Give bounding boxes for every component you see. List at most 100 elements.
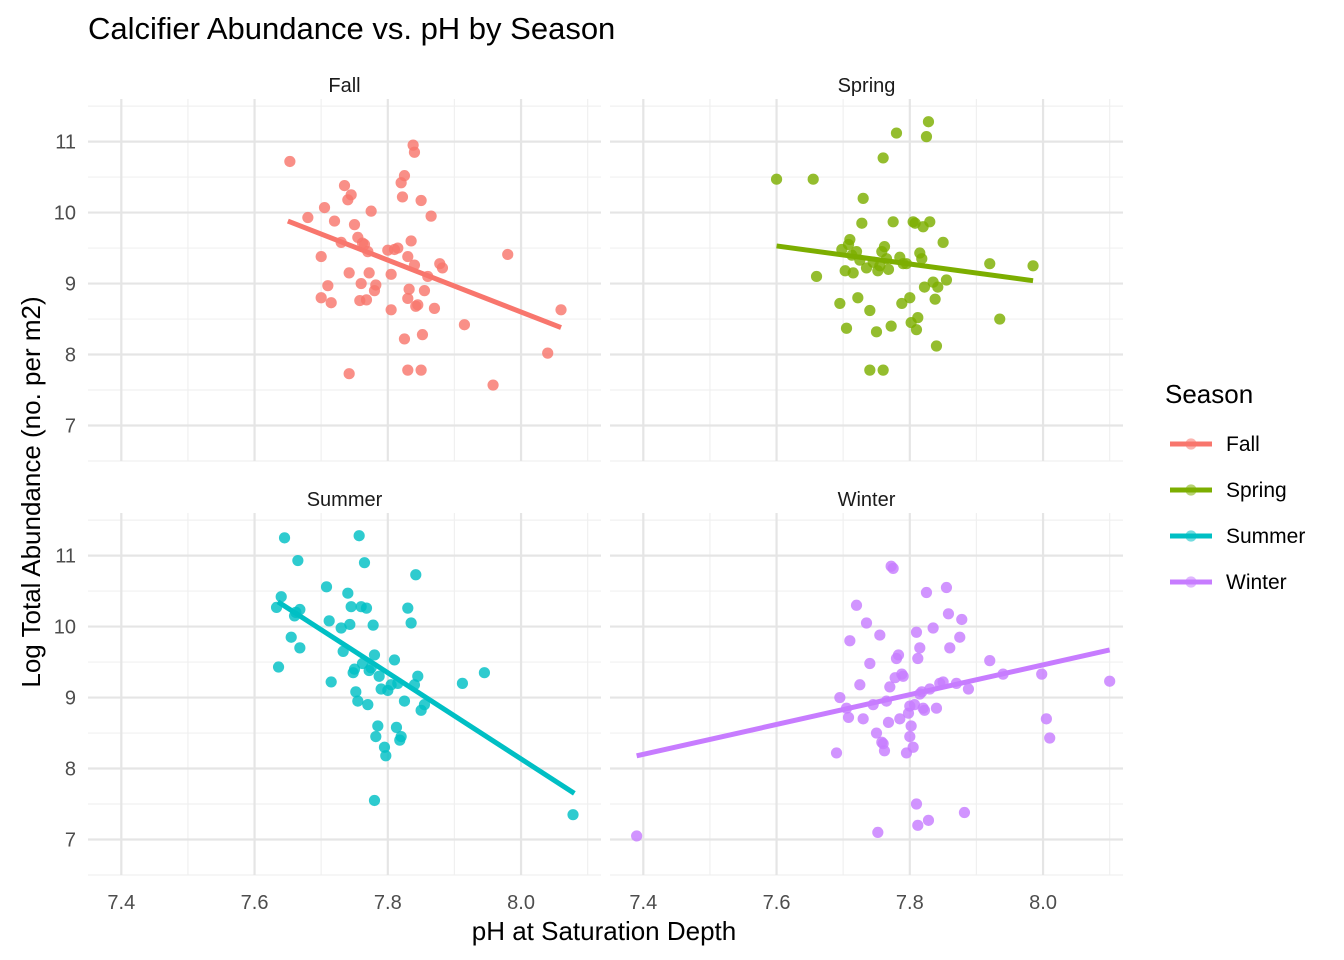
data-point-fall xyxy=(322,280,334,292)
y-tick-label: 7 xyxy=(65,416,76,438)
data-point-fall xyxy=(396,191,409,203)
data-point-spring xyxy=(929,293,941,305)
data-point-summer xyxy=(350,686,362,698)
data-point-spring xyxy=(916,253,928,265)
data-point-fall xyxy=(315,292,327,304)
data-point-spring xyxy=(864,364,876,376)
data-point-summer xyxy=(362,699,374,711)
data-point-summer xyxy=(378,741,391,753)
data-point-summer xyxy=(567,809,579,821)
data-point-fall xyxy=(408,146,421,158)
x-tick-label: 7.6 xyxy=(763,892,791,914)
data-point-summer xyxy=(412,670,424,682)
data-point-winter xyxy=(887,562,899,574)
data-point-winter xyxy=(894,713,906,725)
x-tick-label: 7.4 xyxy=(107,892,135,914)
data-point-spring xyxy=(807,173,819,185)
facet-label-fall: Fall xyxy=(328,75,360,97)
data-point-summer xyxy=(380,750,392,762)
data-point-fall xyxy=(370,279,382,291)
data-point-winter xyxy=(870,727,883,739)
panel-summer: Summer 7 8 9 10 11 7.4 7.6 7.8 8.0 xyxy=(54,489,601,914)
data-point-summer xyxy=(398,695,411,707)
data-point-winter xyxy=(944,642,956,654)
data-point-winter xyxy=(922,814,935,826)
data-point-winter xyxy=(850,599,863,611)
data-point-fall xyxy=(325,297,337,309)
data-point-fall xyxy=(458,319,471,331)
data-point-winter xyxy=(878,745,891,757)
data-point-winter xyxy=(910,798,923,810)
trend-line-summer xyxy=(276,599,576,796)
data-point-summer xyxy=(456,677,469,689)
data-point-fall xyxy=(398,170,411,182)
data-point-spring xyxy=(877,152,889,164)
data-point-winter xyxy=(1104,675,1116,687)
data-point-summer xyxy=(285,631,297,643)
data-point-spring xyxy=(852,292,864,304)
data-point-winter xyxy=(631,830,643,842)
data-point-winter xyxy=(1040,713,1052,725)
data-point-winter xyxy=(844,635,856,647)
data-point-fall xyxy=(348,219,361,231)
data-point-winter xyxy=(897,670,909,682)
data-point-fall xyxy=(398,333,411,345)
legend-title: Season xyxy=(1165,379,1253,409)
data-point-summer xyxy=(323,615,335,627)
legend-key-point xyxy=(1185,530,1197,542)
data-point-spring xyxy=(910,324,923,336)
data-point-fall xyxy=(328,215,341,227)
data-point-summer xyxy=(320,581,333,593)
data-point-spring xyxy=(840,322,853,334)
facet-label-winter: Winter xyxy=(838,489,896,511)
x-tick-label: 8.0 xyxy=(1029,892,1057,914)
data-point-summer xyxy=(294,642,306,654)
x-tick-label: 7.4 xyxy=(629,892,657,914)
data-point-winter xyxy=(942,608,955,620)
data-point-winter xyxy=(927,622,939,634)
data-point-winter xyxy=(1036,668,1048,680)
data-point-spring xyxy=(770,173,783,185)
data-point-fall xyxy=(345,189,357,201)
data-point-winter xyxy=(954,631,966,643)
data-point-winter xyxy=(958,806,971,819)
y-tick-label: 7 xyxy=(65,830,76,852)
data-point-winter xyxy=(904,730,916,743)
data-point-spring xyxy=(864,304,876,317)
data-point-spring xyxy=(877,364,889,376)
data-point-spring xyxy=(912,312,924,324)
data-point-winter xyxy=(860,617,873,629)
data-point-summer xyxy=(352,695,364,707)
data-point-spring xyxy=(932,281,944,293)
data-point-fall xyxy=(315,250,327,263)
data-point-spring xyxy=(847,267,859,279)
data-point-spring xyxy=(887,216,899,228)
data-point-winter xyxy=(857,713,869,725)
data-point-spring xyxy=(1027,260,1039,272)
facet-label-spring: Spring xyxy=(838,75,896,97)
data-point-fall xyxy=(402,250,414,263)
legend-label: Fall xyxy=(1226,433,1260,456)
legend-item-winter: Winter xyxy=(1170,571,1287,594)
data-point-fall xyxy=(343,368,355,380)
data-point-summer xyxy=(292,554,304,567)
data-point-spring xyxy=(922,116,935,128)
data-point-summer xyxy=(373,670,385,682)
data-point-fall xyxy=(428,302,441,314)
y-tick-label: 11 xyxy=(55,132,76,154)
data-point-summer xyxy=(342,587,354,599)
data-point-fall xyxy=(415,364,427,376)
data-point-winter xyxy=(956,613,968,626)
data-point-summer xyxy=(418,699,431,711)
data-point-spring xyxy=(930,340,943,352)
data-point-fall xyxy=(425,210,437,222)
data-point-fall xyxy=(385,304,397,316)
data-point-summer xyxy=(368,649,381,661)
data-point-winter xyxy=(962,683,975,695)
y-tick-label: 9 xyxy=(65,274,76,296)
y-tick-label: 8 xyxy=(65,759,76,781)
data-point-summer xyxy=(358,557,371,569)
data-point-spring xyxy=(810,270,823,283)
data-point-spring xyxy=(856,217,868,229)
data-point-fall xyxy=(418,285,431,297)
